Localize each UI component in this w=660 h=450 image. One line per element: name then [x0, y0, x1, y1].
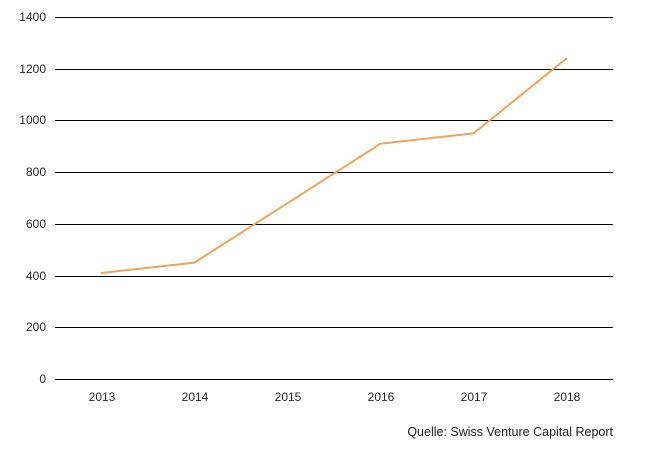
x-tick-label: 2016: [367, 390, 395, 404]
gridline: [55, 379, 613, 380]
data-line: [100, 57, 568, 274]
gridline: [55, 224, 613, 225]
x-tick-label: 2017: [460, 390, 488, 404]
y-tick-label: 1200: [19, 62, 46, 76]
gridline: [55, 327, 613, 328]
gridline: [55, 69, 613, 70]
y-tick-label: 1400: [19, 10, 46, 24]
gridline: [55, 17, 613, 18]
gridline: [55, 120, 613, 121]
y-tick-label: 1000: [19, 113, 46, 127]
y-tick-label: 200: [25, 320, 46, 334]
y-tick-label: 800: [25, 165, 46, 179]
gridline: [55, 172, 613, 173]
x-tick-label: 2015: [274, 390, 302, 404]
y-tick-label: 400: [25, 269, 46, 283]
x-tick-label: 2014: [181, 390, 209, 404]
x-tick-label: 2018: [553, 390, 581, 404]
source-note: Quelle: Swiss Venture Capital Report: [407, 425, 613, 439]
y-tick-label: 600: [25, 217, 46, 231]
y-tick-label: 0: [39, 372, 46, 386]
x-tick-label: 2013: [88, 390, 116, 404]
gridline: [55, 276, 613, 277]
